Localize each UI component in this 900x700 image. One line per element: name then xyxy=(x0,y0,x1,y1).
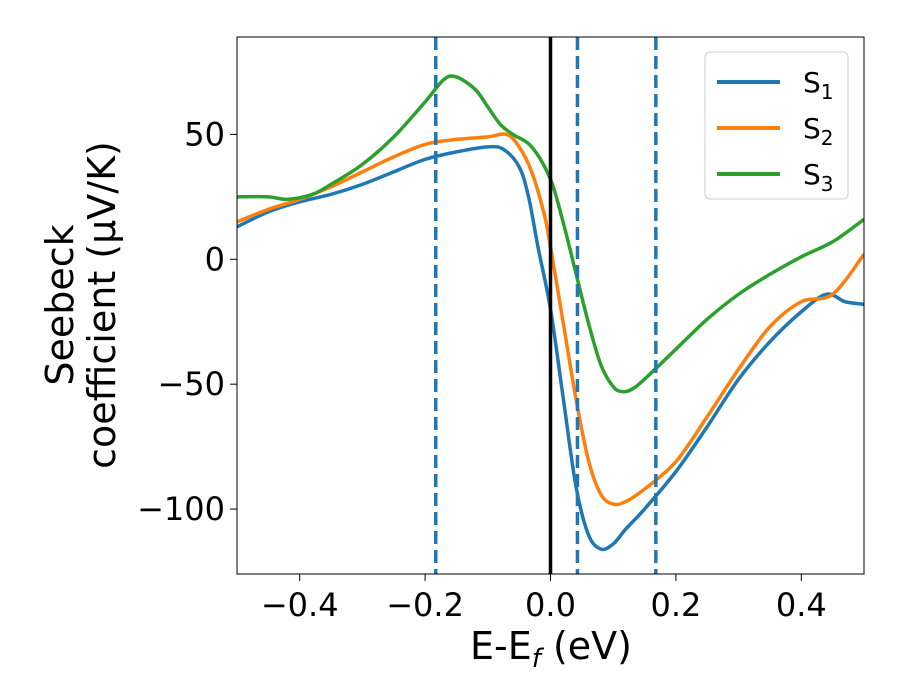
y-tick-label: 50 xyxy=(184,115,225,153)
legend-label-s1: S1 xyxy=(803,66,834,104)
legend-label-s2: S2 xyxy=(803,112,834,150)
series-line-s1 xyxy=(237,144,864,552)
x-tick-label: 0.2 xyxy=(650,586,701,624)
series-line-s2 xyxy=(237,132,864,507)
plot-area xyxy=(237,37,864,574)
x-tick-label: −0.2 xyxy=(386,586,464,624)
axis-ticks: −0.4 −0.2 0.0 0.2 0.4 50 0 −50 −100 xyxy=(137,115,827,624)
y-tick-label: −100 xyxy=(137,490,225,528)
y-axis-label-line2: coefficient (μV/K) xyxy=(80,141,124,469)
x-tick-label: 0.4 xyxy=(776,586,827,624)
x-tick-label: −0.4 xyxy=(261,586,339,624)
y-tick-label: 0 xyxy=(205,240,225,278)
legend-box xyxy=(704,51,849,200)
legend: S1 S2 S3 xyxy=(704,51,849,200)
legend-label-s3: S3 xyxy=(803,158,834,196)
y-axis-label-line1: Seebeck xyxy=(38,224,82,385)
x-tick-label: 0.0 xyxy=(525,586,576,624)
y-tick-label: −50 xyxy=(157,365,225,403)
x-axis-label: E-Ef (eV) xyxy=(470,624,632,674)
